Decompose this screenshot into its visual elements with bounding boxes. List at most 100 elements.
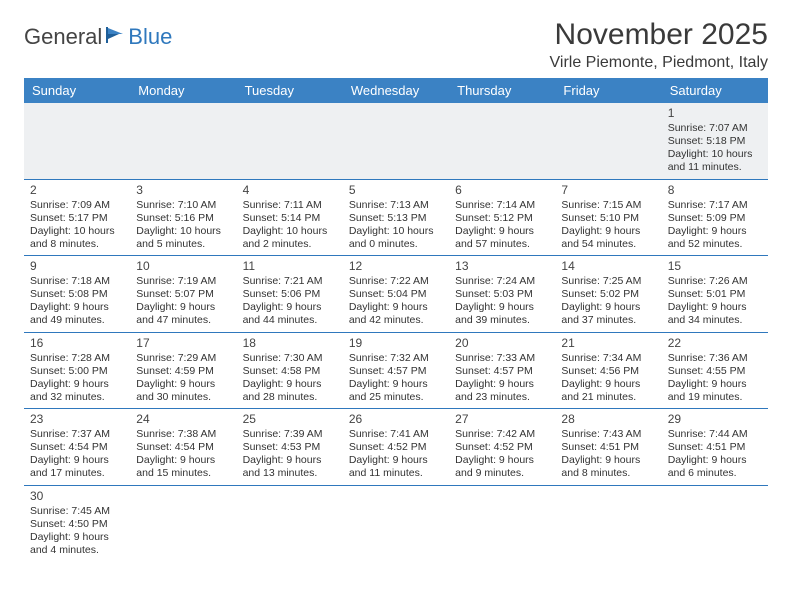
daylight-text: and 0 minutes. bbox=[349, 238, 443, 251]
daylight-text: and 42 minutes. bbox=[349, 314, 443, 327]
daylight-text: Daylight: 10 hours bbox=[668, 148, 762, 161]
calendar-cell bbox=[24, 103, 130, 179]
sunrise-text: Sunrise: 7:25 AM bbox=[561, 275, 655, 288]
day-number: 18 bbox=[243, 336, 337, 351]
calendar-cell: 18Sunrise: 7:30 AMSunset: 4:58 PMDayligh… bbox=[237, 333, 343, 409]
calendar-cell: 21Sunrise: 7:34 AMSunset: 4:56 PMDayligh… bbox=[555, 333, 661, 409]
calendar-cell bbox=[237, 103, 343, 179]
logo-text-2: Blue bbox=[128, 24, 172, 50]
sunset-text: Sunset: 5:01 PM bbox=[668, 288, 762, 301]
calendar-cell bbox=[555, 486, 661, 562]
calendar-cell bbox=[343, 486, 449, 562]
daylight-text: Daylight: 9 hours bbox=[243, 454, 337, 467]
daylight-text: and 44 minutes. bbox=[243, 314, 337, 327]
daylight-text: and 11 minutes. bbox=[349, 467, 443, 480]
day-number: 27 bbox=[455, 412, 549, 427]
daylight-text: and 6 minutes. bbox=[668, 467, 762, 480]
sunset-text: Sunset: 5:16 PM bbox=[136, 212, 230, 225]
sunrise-text: Sunrise: 7:28 AM bbox=[30, 352, 124, 365]
calendar-cell bbox=[237, 486, 343, 562]
day-number: 3 bbox=[136, 183, 230, 198]
day-header: Thursday bbox=[449, 78, 555, 103]
daylight-text: and 57 minutes. bbox=[455, 238, 549, 251]
daylight-text: Daylight: 9 hours bbox=[561, 225, 655, 238]
sunrise-text: Sunrise: 7:19 AM bbox=[136, 275, 230, 288]
calendar-cell bbox=[662, 486, 768, 562]
calendar-cell: 7Sunrise: 7:15 AMSunset: 5:10 PMDaylight… bbox=[555, 180, 661, 256]
calendar-cell: 6Sunrise: 7:14 AMSunset: 5:12 PMDaylight… bbox=[449, 180, 555, 256]
calendar-cell: 14Sunrise: 7:25 AMSunset: 5:02 PMDayligh… bbox=[555, 256, 661, 332]
sunset-text: Sunset: 5:04 PM bbox=[349, 288, 443, 301]
daylight-text: Daylight: 9 hours bbox=[30, 454, 124, 467]
daylight-text: Daylight: 9 hours bbox=[455, 301, 549, 314]
sunrise-text: Sunrise: 7:15 AM bbox=[561, 199, 655, 212]
logo-text-1: General bbox=[24, 24, 102, 50]
sunset-text: Sunset: 4:57 PM bbox=[455, 365, 549, 378]
daylight-text: Daylight: 9 hours bbox=[455, 454, 549, 467]
daylight-text: and 15 minutes. bbox=[136, 467, 230, 480]
daylight-text: and 23 minutes. bbox=[455, 391, 549, 404]
day-number: 22 bbox=[668, 336, 762, 351]
daylight-text: and 49 minutes. bbox=[30, 314, 124, 327]
sunrise-text: Sunrise: 7:34 AM bbox=[561, 352, 655, 365]
sunrise-text: Sunrise: 7:21 AM bbox=[243, 275, 337, 288]
daylight-text: and 28 minutes. bbox=[243, 391, 337, 404]
sunset-text: Sunset: 5:06 PM bbox=[243, 288, 337, 301]
day-number: 16 bbox=[30, 336, 124, 351]
daylight-text: Daylight: 9 hours bbox=[455, 378, 549, 391]
day-number: 25 bbox=[243, 412, 337, 427]
daylight-text: Daylight: 9 hours bbox=[668, 378, 762, 391]
sunrise-text: Sunrise: 7:30 AM bbox=[243, 352, 337, 365]
sunset-text: Sunset: 5:03 PM bbox=[455, 288, 549, 301]
sunset-text: Sunset: 4:52 PM bbox=[349, 441, 443, 454]
daylight-text: Daylight: 10 hours bbox=[349, 225, 443, 238]
day-header: Tuesday bbox=[237, 78, 343, 103]
daylight-text: and 4 minutes. bbox=[30, 544, 124, 557]
day-number: 2 bbox=[30, 183, 124, 198]
sunset-text: Sunset: 5:09 PM bbox=[668, 212, 762, 225]
day-number: 5 bbox=[349, 183, 443, 198]
sunset-text: Sunset: 4:59 PM bbox=[136, 365, 230, 378]
daylight-text: and 21 minutes. bbox=[561, 391, 655, 404]
calendar-cell: 8Sunrise: 7:17 AMSunset: 5:09 PMDaylight… bbox=[662, 180, 768, 256]
calendar-cell: 19Sunrise: 7:32 AMSunset: 4:57 PMDayligh… bbox=[343, 333, 449, 409]
daylight-text: and 13 minutes. bbox=[243, 467, 337, 480]
sunrise-text: Sunrise: 7:09 AM bbox=[30, 199, 124, 212]
daylight-text: Daylight: 9 hours bbox=[30, 301, 124, 314]
sunset-text: Sunset: 4:54 PM bbox=[136, 441, 230, 454]
sunrise-text: Sunrise: 7:14 AM bbox=[455, 199, 549, 212]
calendar-week: 1Sunrise: 7:07 AMSunset: 5:18 PMDaylight… bbox=[24, 103, 768, 180]
day-header: Saturday bbox=[662, 78, 768, 103]
calendar-cell: 29Sunrise: 7:44 AMSunset: 4:51 PMDayligh… bbox=[662, 409, 768, 485]
day-number: 30 bbox=[30, 489, 124, 504]
calendar-cell: 27Sunrise: 7:42 AMSunset: 4:52 PMDayligh… bbox=[449, 409, 555, 485]
day-number: 8 bbox=[668, 183, 762, 198]
daylight-text: Daylight: 9 hours bbox=[30, 531, 124, 544]
sunrise-text: Sunrise: 7:22 AM bbox=[349, 275, 443, 288]
daylight-text: Daylight: 9 hours bbox=[136, 454, 230, 467]
day-number: 12 bbox=[349, 259, 443, 274]
daylight-text: Daylight: 9 hours bbox=[561, 378, 655, 391]
sunset-text: Sunset: 5:12 PM bbox=[455, 212, 549, 225]
daylight-text: and 39 minutes. bbox=[455, 314, 549, 327]
sunset-text: Sunset: 5:07 PM bbox=[136, 288, 230, 301]
day-header: Wednesday bbox=[343, 78, 449, 103]
day-number: 13 bbox=[455, 259, 549, 274]
calendar-cell bbox=[449, 486, 555, 562]
sunset-text: Sunset: 4:51 PM bbox=[668, 441, 762, 454]
sunrise-text: Sunrise: 7:44 AM bbox=[668, 428, 762, 441]
daylight-text: and 5 minutes. bbox=[136, 238, 230, 251]
calendar-cell: 30Sunrise: 7:45 AMSunset: 4:50 PMDayligh… bbox=[24, 486, 130, 562]
day-number: 10 bbox=[136, 259, 230, 274]
sunrise-text: Sunrise: 7:10 AM bbox=[136, 199, 230, 212]
calendar-week: 16Sunrise: 7:28 AMSunset: 5:00 PM Dayligh… bbox=[24, 333, 768, 410]
location: Virle Piemonte, Piedmont, Italy bbox=[550, 54, 768, 72]
sunset-text: Sunset: 5:10 PM bbox=[561, 212, 655, 225]
daylight-text: and 8 minutes. bbox=[561, 467, 655, 480]
daylight-text: and 52 minutes. bbox=[668, 238, 762, 251]
sunset-text: Sunset: 5:00 PM bbox=[30, 365, 124, 378]
sunset-text: Sunset: 5:02 PM bbox=[561, 288, 655, 301]
daylight-text: Daylight: 9 hours bbox=[668, 301, 762, 314]
day-number: 9 bbox=[30, 259, 124, 274]
daylight-text: and 9 minutes. bbox=[455, 467, 549, 480]
